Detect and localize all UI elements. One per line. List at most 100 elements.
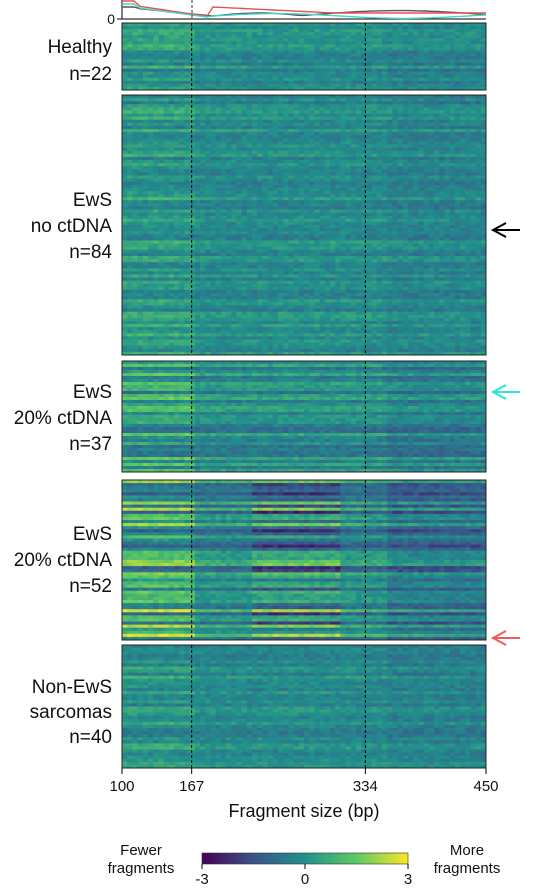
heatmap-cell <box>408 62 414 67</box>
heatmap-cell <box>137 163 144 167</box>
heatmap-cell <box>449 35 456 39</box>
heatmap-cell <box>205 101 211 105</box>
heatmap-cell <box>314 86 320 91</box>
heatmap-cell <box>382 184 388 189</box>
heatmap-cell <box>402 187 409 192</box>
heatmap-cell <box>205 141 211 145</box>
heatmap-cell <box>314 125 320 130</box>
heatmap-cell <box>168 206 175 210</box>
heatmap-cell <box>397 231 404 235</box>
heatmap-cell <box>200 74 206 79</box>
heatmap-cell <box>428 65 435 70</box>
heatmap-cell <box>444 65 450 70</box>
heatmap-cell <box>330 156 336 161</box>
heatmap-cell <box>454 169 461 173</box>
heatmap-cell <box>262 237 268 241</box>
heatmap-cell <box>122 74 128 79</box>
heatmap-cell <box>179 83 185 88</box>
heatmap-cell <box>475 83 482 88</box>
heatmap-cell <box>189 47 196 51</box>
heatmap-cell <box>298 119 305 124</box>
heatmap-cell <box>309 62 315 67</box>
heatmap-cell <box>262 147 268 152</box>
heatmap-cell <box>449 41 456 45</box>
heatmap-cell <box>480 228 487 232</box>
heatmap-cell <box>434 153 440 158</box>
heatmap-cell <box>184 218 190 223</box>
heatmap-cell <box>304 74 310 79</box>
heatmap-cell <box>205 116 211 121</box>
heatmap-cell <box>168 234 175 238</box>
heatmap-cell <box>210 147 216 152</box>
heatmap-cell <box>179 215 185 220</box>
heatmap-cell <box>272 228 279 232</box>
heatmap-cell <box>278 215 284 220</box>
heatmap-cell <box>257 206 263 210</box>
heatmap-cell <box>153 212 159 217</box>
heatmap-cell <box>220 35 227 39</box>
heatmap-cell <box>246 77 253 82</box>
heatmap-cell <box>361 113 367 118</box>
heatmap-cell <box>428 234 435 238</box>
heatmap-cell <box>330 83 336 88</box>
heatmap-cell <box>444 56 450 60</box>
heatmap-cell <box>262 50 268 54</box>
heatmap-cell <box>137 187 144 192</box>
heatmap-cell <box>309 163 315 167</box>
heatmap-cell <box>252 47 258 51</box>
heatmap-cell <box>434 163 440 167</box>
heatmap-cell <box>184 246 190 251</box>
heatmap-cell <box>480 175 487 179</box>
heatmap-cell <box>163 71 170 76</box>
heatmap-cell <box>189 53 196 57</box>
heatmap-cell <box>283 119 289 124</box>
heatmap-cell <box>122 141 128 145</box>
heatmap-cell <box>454 62 461 67</box>
heatmap-cell <box>454 225 461 229</box>
heatmap-cell <box>465 181 471 186</box>
heatmap-cell <box>470 163 476 167</box>
heatmap-cell <box>454 187 461 192</box>
heatmap-cell <box>246 101 253 105</box>
heatmap-cell <box>408 153 414 158</box>
heatmap-cell <box>371 218 378 223</box>
heatmap-cell <box>392 200 398 204</box>
heatmap-cell <box>231 184 237 189</box>
heatmap-cell <box>153 56 159 60</box>
heatmap-cell <box>376 237 383 241</box>
heatmap-cell <box>319 160 326 164</box>
heatmap-cell <box>340 237 346 241</box>
heatmap-cell <box>382 62 388 67</box>
heatmap-cell <box>272 129 279 133</box>
heatmap-cell <box>236 172 242 176</box>
heatmap-cell <box>319 190 326 195</box>
heatmap-cell <box>278 83 284 88</box>
heatmap-cell <box>267 41 274 45</box>
heatmap-cell <box>330 113 336 118</box>
heatmap-cell <box>392 172 398 176</box>
heatmap-cell <box>428 80 435 85</box>
heatmap-cell <box>465 125 471 130</box>
heatmap-cell <box>267 160 274 164</box>
heatmap-cell <box>122 212 128 217</box>
heatmap-cell <box>137 153 144 158</box>
heatmap-cell <box>330 141 336 145</box>
heatmap-cell <box>220 234 227 238</box>
heatmap-cell <box>215 221 222 226</box>
heatmap-cell <box>184 41 190 45</box>
heatmap-cell <box>267 74 274 79</box>
heatmap-cell <box>345 215 352 220</box>
heatmap-cell <box>278 135 284 139</box>
heatmap-cell <box>148 194 154 198</box>
heatmap-cell <box>470 153 476 158</box>
heatmap-cell <box>236 95 242 99</box>
heatmap-cell <box>330 62 336 67</box>
heatmap-cell <box>127 215 133 220</box>
heatmap-cell <box>252 225 258 229</box>
heatmap-cell <box>142 160 149 164</box>
heatmap-cell <box>122 65 128 70</box>
heatmap-cell <box>475 156 482 161</box>
heatmap-cell <box>444 150 450 155</box>
heatmap-cell <box>142 132 149 136</box>
heatmap-cell <box>454 116 461 121</box>
